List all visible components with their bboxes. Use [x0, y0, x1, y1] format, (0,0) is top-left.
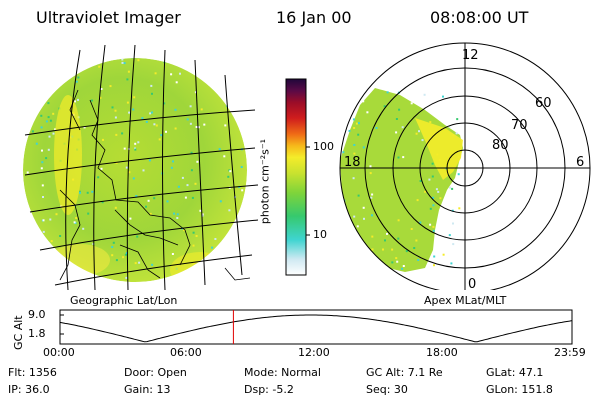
timeline-ytick-9: 9.0: [28, 308, 46, 321]
apex-panel-label: Apex MLat/MLT: [424, 294, 507, 307]
info-glon: GLon: 151.8: [486, 383, 553, 396]
timeline-axis-label: GC Alt: [12, 315, 25, 350]
info-door: Door: Open: [124, 366, 187, 379]
info-flt: Flt: 1356: [8, 366, 57, 379]
info-ip: IP: 36.0: [8, 383, 50, 396]
mlt-label-12: 12: [462, 48, 479, 63]
timeline-xtick-1200: 12:00: [298, 346, 330, 359]
orbit-timeline: [59, 309, 573, 345]
colorbar: [285, 78, 310, 276]
timeline-frame: [59, 309, 573, 345]
mlt-label-6: 6: [576, 155, 585, 170]
polar-plot: [339, 42, 591, 290]
info-mode: Mode: Normal: [244, 366, 321, 379]
info-seq: Seq: 30: [366, 383, 408, 396]
info-dsp: Dsp: -5.2: [244, 383, 294, 396]
info-glat: GLat: 47.1: [486, 366, 544, 379]
instrument-title: Ultraviolet Imager: [36, 8, 181, 27]
timeline-xtick-1800: 18:00: [426, 346, 458, 359]
geographic-image: [23, 44, 259, 290]
date-label: 16 Jan 00: [276, 8, 352, 27]
timeline-xtick-2359: 23:59: [554, 346, 586, 359]
coastlines: [59, 89, 251, 281]
mlat-label-70: 70: [511, 118, 528, 133]
geographic-panel-label: Geographic Lat/Lon: [70, 294, 178, 307]
colorbar-tick-100: 100: [313, 140, 334, 153]
gc-altitude-curve: [59, 314, 573, 343]
timeline-xtick-0000: 00:00: [43, 346, 75, 359]
mlt-label-0: 0: [468, 277, 477, 292]
info-gain: Gain: 13: [124, 383, 171, 396]
mlat-label-80: 80: [492, 138, 509, 153]
mlt-label-18: 18: [344, 155, 361, 170]
timeline-xtick-0600: 06:00: [170, 346, 202, 359]
colorbar-tick-10: 10: [313, 228, 327, 241]
timeline-ytick-1-8: 1.8: [28, 327, 46, 340]
mlat-label-60: 60: [535, 96, 552, 111]
info-gc-alt: GC Alt: 7.1 Re: [366, 366, 443, 379]
colorbar-unit-label: photon cm⁻²s⁻¹: [258, 138, 272, 225]
lat-lon-grid: [24, 44, 259, 290]
time-label: 08:08:00 UT: [430, 8, 529, 27]
